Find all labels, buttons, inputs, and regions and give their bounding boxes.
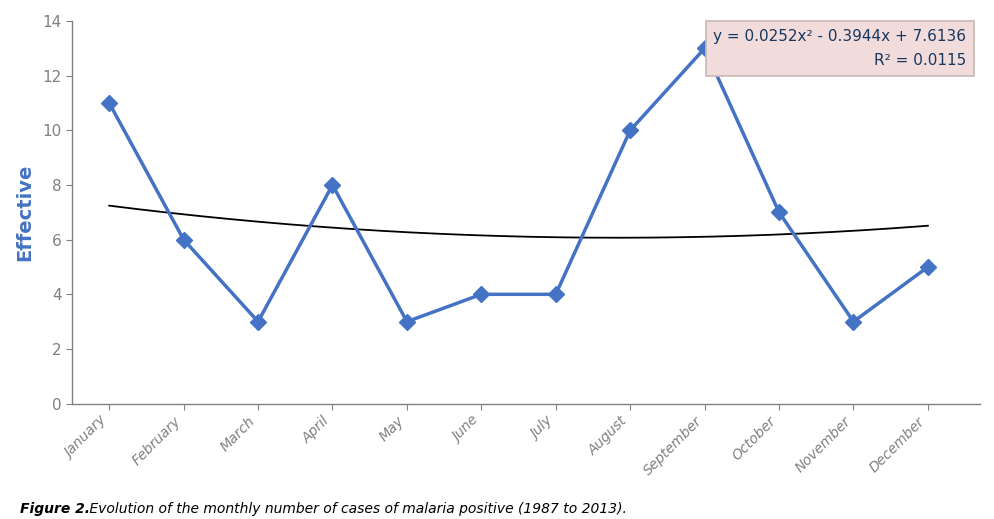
Y-axis label: Effective: Effective (15, 163, 34, 261)
Text: y = 0.0252x² - 0.3944x + 7.6136
R² = 0.0115: y = 0.0252x² - 0.3944x + 7.6136 R² = 0.0… (713, 29, 965, 69)
Text: Evolution of the monthly number of cases of malaria positive (1987 to 2013).: Evolution of the monthly number of cases… (84, 502, 626, 516)
Text: Figure 2.: Figure 2. (20, 502, 89, 516)
